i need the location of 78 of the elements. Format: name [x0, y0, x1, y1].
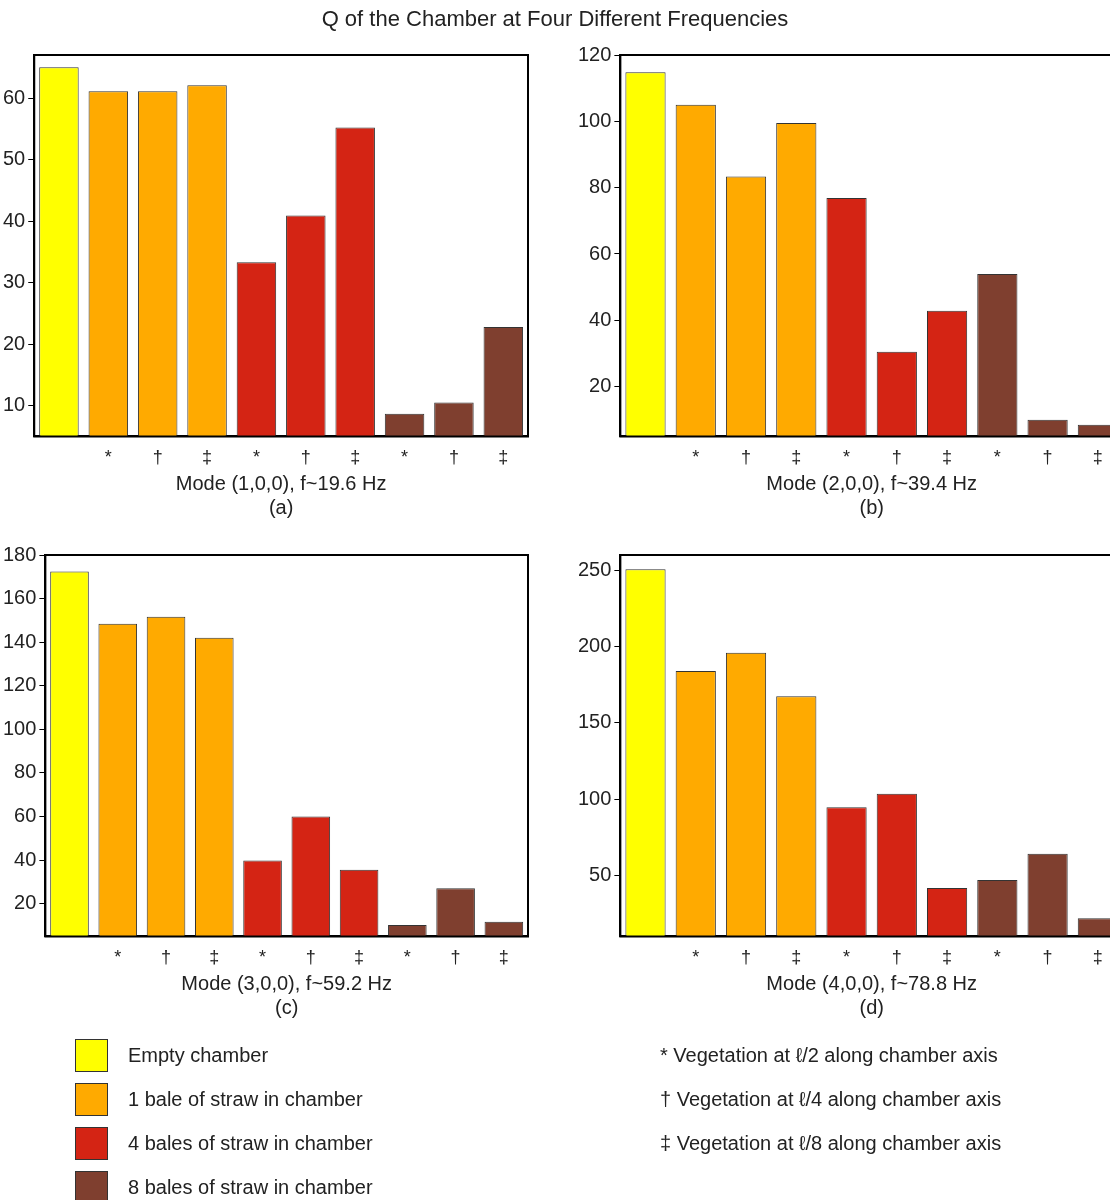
- text: (c): [275, 995, 299, 1018]
- x-tick-label: †: [448, 447, 459, 468]
- legend-label: 8 bales of straw in chamber: [128, 1175, 373, 1199]
- x-tick-label: *: [401, 447, 409, 468]
- y-tick-label: 30: [3, 270, 26, 293]
- y-tick-label: 200: [577, 634, 612, 657]
- x-axis-title: Mode (4,0,0), f~78.8 Hz: [766, 971, 978, 994]
- y-tick-label: 10: [3, 393, 26, 416]
- y-tick-label: 250: [577, 557, 612, 580]
- x-tick-label: *: [692, 947, 700, 968]
- x-tick-label: *: [403, 947, 411, 968]
- y-tick-label: 100: [577, 786, 612, 809]
- text: * Vegetation at ℓ/2 along chamber axis: [660, 1043, 999, 1068]
- x-tick-label: ‡: [791, 447, 802, 468]
- y-tick-label: 60: [589, 241, 612, 264]
- x-tick-label: ‡: [1092, 447, 1103, 468]
- x-tick-label: †: [450, 947, 461, 968]
- y-tick-label: 60: [14, 804, 37, 827]
- text: (d): [859, 995, 884, 1018]
- x-tick-label: †: [891, 947, 902, 968]
- x-tick-label: *: [993, 947, 1001, 968]
- x-tick-label: ‡: [942, 447, 953, 468]
- x-tick-label: *: [252, 447, 260, 468]
- x-tick-label: ‡: [350, 447, 361, 468]
- y-tick-label: 50: [589, 862, 612, 885]
- y-tick-label: 40: [3, 208, 26, 231]
- y-tick-label: 50: [3, 147, 26, 170]
- x-tick-label: *: [843, 447, 851, 468]
- x-tick-label: †: [161, 947, 172, 968]
- chart-title: Q of the Chamber at Four Different Frequencies: [320, 6, 790, 32]
- x-axis-title: Mode (3,0,0), f~59.2 Hz: [181, 971, 393, 994]
- x-axis-title: Mode (1,0,0), f~19.6 Hz: [175, 471, 387, 494]
- text: (a): [268, 495, 294, 518]
- x-tick-label: *: [259, 947, 267, 968]
- text: ‡ Vegetation at ℓ/8 along chamber axis: [660, 1131, 1002, 1156]
- y-tick-label: 40: [14, 847, 37, 870]
- x-tick-label: †: [305, 947, 316, 968]
- y-tick-label: 160: [2, 586, 37, 609]
- x-tick-label: †: [300, 447, 311, 468]
- x-tick-label: †: [1042, 947, 1053, 968]
- x-axis-title: Mode (2,0,0), f~39.4 Hz: [766, 471, 978, 494]
- x-tick-label: †: [152, 447, 163, 468]
- y-tick-label: 80: [14, 760, 37, 783]
- y-tick-label: 40: [589, 307, 612, 330]
- x-tick-label: ‡: [1092, 947, 1103, 968]
- legend-label: 1 bale of straw in chamber: [128, 1087, 363, 1111]
- legend-label: 4 bales of straw in chamber: [128, 1131, 373, 1155]
- x-tick-label: ‡: [942, 947, 953, 968]
- x-tick-label: ‡: [209, 947, 220, 968]
- y-tick-label: 60: [3, 85, 26, 108]
- x-tick-label: ‡: [498, 447, 509, 468]
- x-tick-label: †: [741, 447, 752, 468]
- x-tick-label: *: [843, 947, 851, 968]
- y-tick-label: 180: [2, 542, 37, 565]
- y-tick-label: 20: [14, 891, 37, 914]
- x-tick-label: *: [104, 447, 112, 468]
- y-tick-label: 150: [577, 710, 612, 733]
- x-tick-label: *: [993, 447, 1001, 468]
- x-tick-label: †: [1042, 447, 1053, 468]
- y-tick-label: 120: [2, 673, 37, 696]
- x-tick-label: *: [114, 947, 122, 968]
- y-tick-label: 20: [3, 331, 26, 354]
- x-tick-label: ‡: [202, 447, 213, 468]
- x-tick-label: †: [891, 447, 902, 468]
- x-tick-label: ‡: [791, 947, 802, 968]
- y-tick-label: 100: [2, 716, 37, 739]
- x-tick-label: †: [741, 947, 752, 968]
- y-tick-label: 80: [589, 175, 612, 198]
- legend-label: Empty chamber: [128, 1043, 269, 1067]
- text: (b): [859, 495, 884, 518]
- y-tick-label: 100: [577, 108, 612, 131]
- y-tick-label: 20: [589, 374, 612, 397]
- y-tick-label: 120: [577, 42, 612, 65]
- x-tick-label: ‡: [354, 947, 365, 968]
- text: † Vegetation at ℓ/4 along chamber axis: [660, 1087, 1002, 1112]
- x-tick-label: ‡: [498, 947, 509, 968]
- x-tick-label: *: [692, 447, 700, 468]
- y-tick-label: 140: [2, 629, 37, 652]
